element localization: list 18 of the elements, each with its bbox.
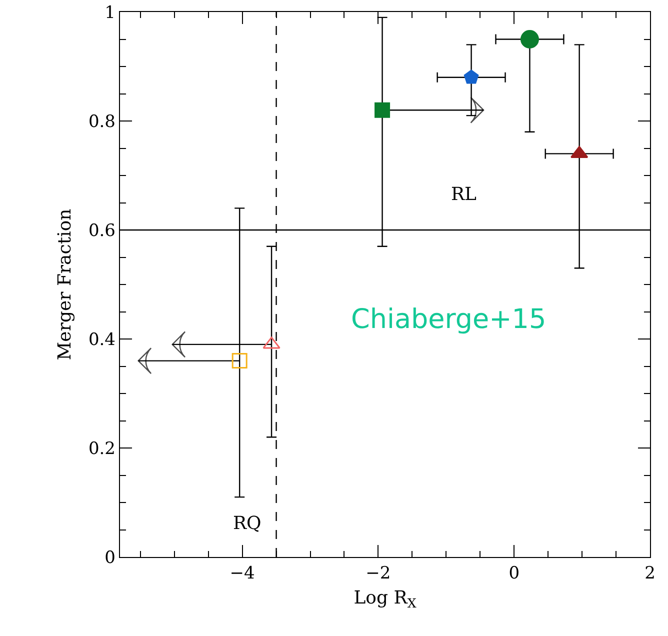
y-tick-label: 0.2 bbox=[88, 438, 116, 459]
y-tick-label: 0 bbox=[104, 548, 116, 568]
annotation: RQ bbox=[233, 513, 262, 534]
x-tick-label: 2 bbox=[644, 564, 656, 584]
x-tick-label: 0 bbox=[508, 564, 520, 584]
point bbox=[374, 102, 390, 118]
y-tick-label: 0.6 bbox=[88, 220, 116, 241]
y-axis-title: Merger Fraction bbox=[54, 208, 76, 360]
y-tick-label: 0.8 bbox=[88, 112, 116, 132]
x-axis-title: Log R$_{X}$ bbox=[354, 588, 416, 610]
annotation: RL bbox=[451, 184, 477, 205]
y-tick-label: 1 bbox=[104, 2, 116, 23]
x-tick-label: −2 bbox=[366, 564, 391, 584]
point bbox=[520, 30, 539, 48]
y-tick-label: 0.4 bbox=[88, 330, 116, 350]
point bbox=[464, 70, 479, 84]
annotation: Chiaberge+15 bbox=[351, 304, 546, 335]
x-tick-label: −4 bbox=[230, 564, 255, 584]
